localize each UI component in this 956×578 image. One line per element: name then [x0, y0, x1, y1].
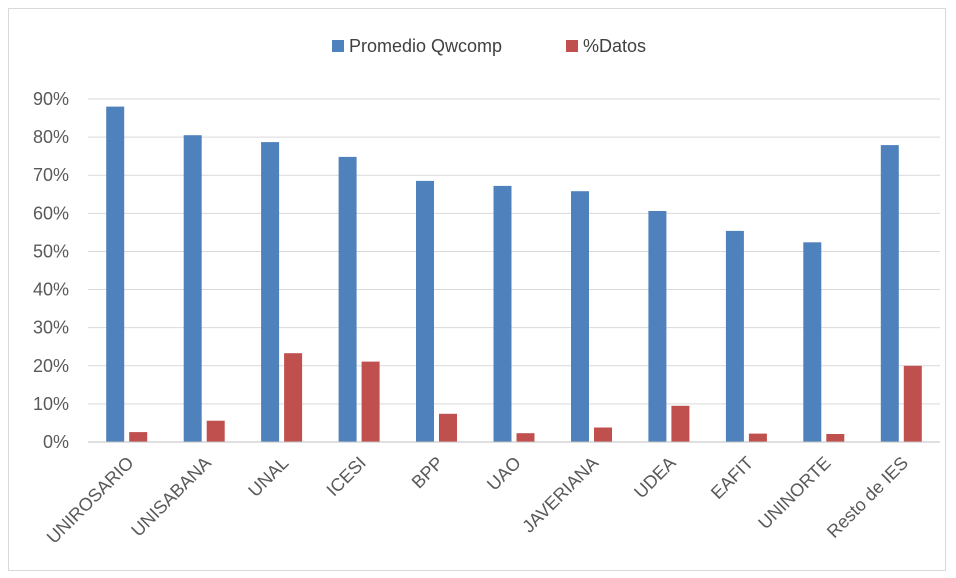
bar-datos-bpp — [439, 413, 457, 442]
x-tick-label: ICESI — [323, 453, 370, 500]
x-tick-label: UDEA — [630, 453, 680, 503]
x-tick-label: Resto de IES — [823, 453, 912, 542]
bar-datos-eafit — [748, 433, 767, 442]
bar-promedio-bpp — [416, 180, 434, 442]
y-tick-label: 70% — [33, 165, 69, 185]
bar-promedio-udea — [648, 211, 667, 442]
bar-promedio-javeriana — [571, 191, 589, 442]
bar-datos-unal — [284, 353, 303, 442]
bar-datos-unirosario — [129, 432, 148, 442]
y-tick-label: 40% — [33, 280, 69, 300]
bar-promedio-uninorte — [803, 242, 822, 442]
y-tick-label: 80% — [33, 127, 69, 147]
y-tick-label: 20% — [33, 356, 69, 376]
bar-datos-udea — [671, 405, 690, 442]
x-tick-label: EAFIT — [707, 453, 757, 503]
legend-label-datos: %Datos — [583, 36, 646, 56]
y-tick-label: 0% — [43, 432, 69, 452]
legend-swatch-promedio — [332, 40, 344, 52]
bars — [106, 106, 922, 442]
legend: Promedio Qwcomp %Datos — [332, 36, 646, 56]
legend-label-promedio: Promedio Qwcomp — [349, 36, 502, 56]
y-tick-label: 90% — [33, 89, 69, 109]
x-tick-label: UNIROSARIO — [43, 453, 138, 548]
bar-datos-unisabana — [206, 420, 225, 442]
x-tick-label: BPP — [408, 453, 448, 493]
bar-promedio-unisabana — [183, 135, 202, 442]
y-tick-label: 60% — [33, 203, 69, 223]
y-tick-label: 30% — [33, 318, 69, 338]
bar-promedio-unal — [261, 142, 280, 442]
bar-promedio-icesi — [338, 156, 357, 442]
bar-datos-uao — [516, 433, 535, 442]
x-tick-label: UNAL — [244, 453, 292, 501]
bar-datos-resto-de-ies — [903, 365, 922, 442]
bar-promedio-eafit — [725, 230, 744, 442]
y-tick-label: 50% — [33, 241, 69, 261]
legend-swatch-datos — [566, 40, 578, 52]
y-axis-ticks: 0% 10% 20% 30% 40% 50% 60% 70% 80% 90% — [33, 89, 69, 452]
x-tick-label: UNISABANA — [127, 453, 215, 541]
y-tick-label: 10% — [33, 394, 69, 414]
bar-datos-uninorte — [826, 434, 845, 442]
bar-promedio-uao — [493, 185, 512, 442]
bar-datos-icesi — [361, 361, 380, 442]
x-tick-label: UAO — [483, 453, 525, 495]
x-tick-label: JAVERIANA — [518, 453, 602, 537]
x-tick-label: UNINORTE — [754, 453, 834, 533]
bar-promedio-resto-de-ies — [880, 145, 899, 442]
bar-datos-javeriana — [594, 427, 612, 442]
gridlines — [88, 98, 940, 405]
bar-promedio-unirosario — [106, 106, 125, 442]
